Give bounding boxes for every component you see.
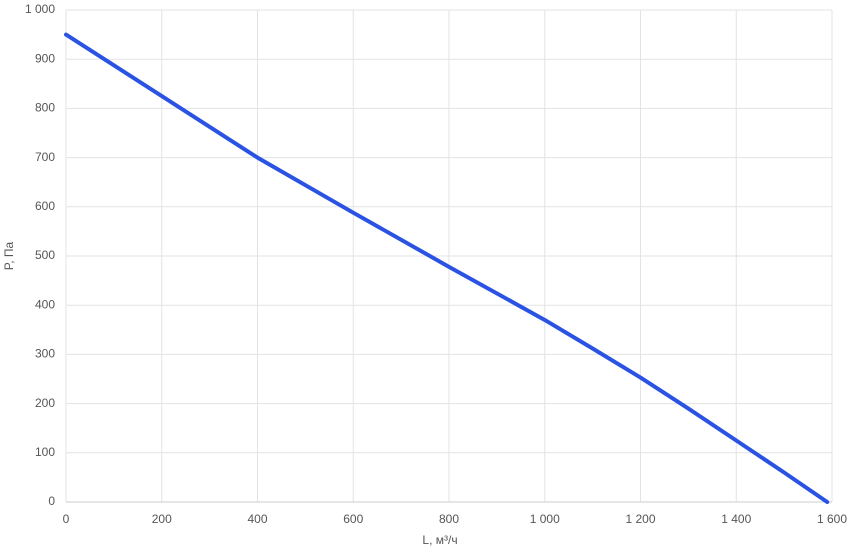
y-tick-label: 400 (35, 297, 55, 311)
x-tick-label: 1 600 (817, 512, 847, 526)
y-tick-label: 600 (35, 199, 55, 213)
y-tick-label: 1 000 (25, 2, 55, 16)
x-tick-label: 800 (439, 512, 459, 526)
y-tick-label: 0 (48, 494, 55, 508)
x-tick-label: 1 000 (530, 512, 560, 526)
x-tick-label: 0 (63, 512, 70, 526)
y-tick-label: 500 (35, 248, 55, 262)
line-series (64, 32, 830, 504)
x-axis-label: L, м³/ч (422, 533, 457, 547)
y-tick-label: 800 (35, 101, 55, 115)
y-tick-label: 200 (35, 396, 55, 410)
y-tick-label: 100 (35, 445, 55, 459)
y-axis-label: P, Па (2, 241, 16, 270)
y-tick-label: 300 (35, 347, 55, 361)
y-tick-label: 900 (35, 51, 55, 65)
x-tick-label: 200 (152, 512, 172, 526)
x-tick-label: 400 (247, 512, 267, 526)
y-tick-label: 700 (35, 150, 55, 164)
x-tick-label: 1 400 (721, 512, 751, 526)
x-tick-label: 1 200 (625, 512, 655, 526)
x-tick-label: 600 (343, 512, 363, 526)
